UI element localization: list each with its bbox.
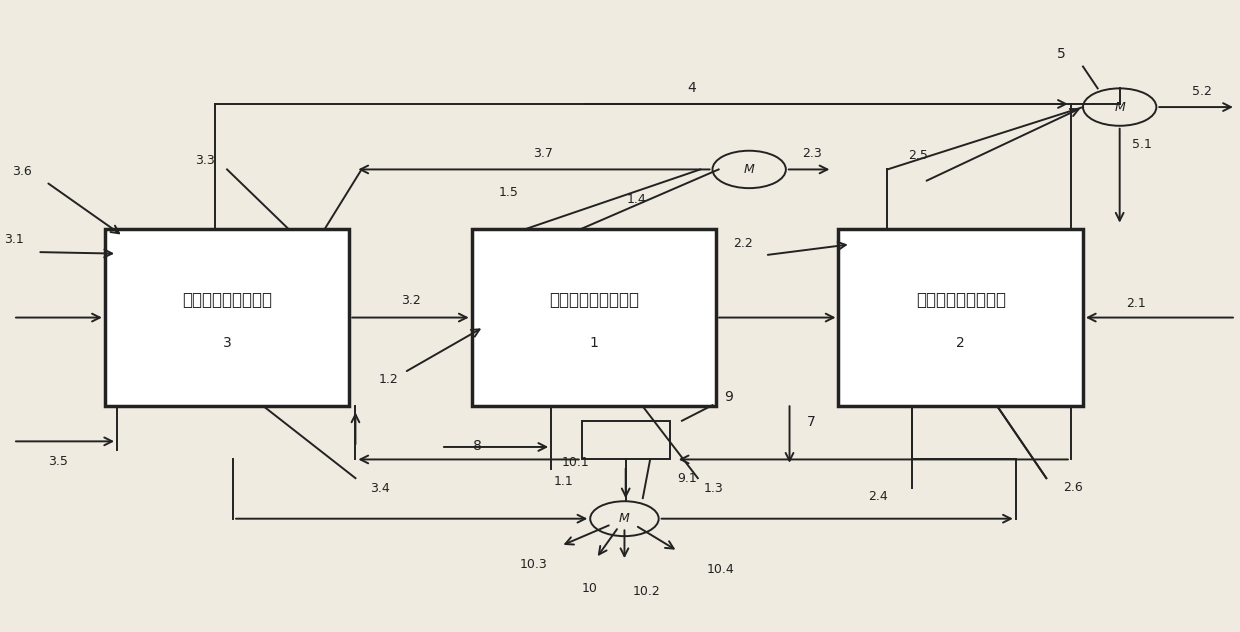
Text: 1.1: 1.1 [553, 475, 573, 488]
Bar [582, 421, 670, 459]
Text: 3.3: 3.3 [195, 154, 215, 167]
Text: 5.1: 5.1 [1132, 138, 1152, 151]
Circle shape [1083, 88, 1157, 126]
Text: 1.3: 1.3 [704, 482, 724, 495]
Text: 10.3: 10.3 [520, 558, 548, 571]
Circle shape [590, 501, 658, 536]
Text: 7: 7 [807, 415, 816, 429]
Text: 4: 4 [687, 82, 696, 95]
Text: 5: 5 [1056, 47, 1065, 61]
Text: 10.2: 10.2 [632, 585, 661, 597]
Text: 生物质流化床干燥炉: 生物质流化床干燥炉 [549, 291, 639, 309]
Text: 1.4: 1.4 [626, 193, 646, 205]
Text: 9.1: 9.1 [677, 471, 697, 485]
Text: 3.7: 3.7 [533, 147, 553, 161]
Text: 10.4: 10.4 [707, 563, 734, 576]
Text: 生物质流化床热解炉: 生物质流化床热解炉 [915, 291, 1006, 309]
Bar [105, 229, 350, 406]
Text: 1.5: 1.5 [498, 186, 518, 199]
Bar [471, 229, 717, 406]
Circle shape [713, 150, 786, 188]
Text: 10: 10 [582, 582, 598, 595]
Text: 3.6: 3.6 [11, 165, 31, 178]
Text: 2.6: 2.6 [1064, 481, 1083, 494]
Text: 8: 8 [474, 439, 482, 453]
Text: 3.1: 3.1 [5, 233, 24, 246]
Text: 2.3: 2.3 [802, 147, 822, 161]
Text: 生物质流化床反应器: 生物质流化床反应器 [182, 291, 272, 309]
Text: 5.2: 5.2 [1192, 85, 1211, 98]
Text: M: M [1115, 100, 1125, 114]
Text: 9: 9 [724, 390, 733, 404]
Text: 10.1: 10.1 [562, 456, 589, 469]
Text: 3.5: 3.5 [48, 455, 68, 468]
Text: 1: 1 [589, 336, 599, 349]
Text: 2.2: 2.2 [733, 238, 753, 250]
Text: 2.4: 2.4 [868, 490, 888, 503]
Text: 1.2: 1.2 [378, 374, 398, 386]
Text: 2.5: 2.5 [908, 149, 928, 162]
Text: 3: 3 [223, 336, 232, 349]
Text: 3.4: 3.4 [370, 482, 389, 495]
Text: M: M [619, 512, 630, 525]
Text: 2: 2 [956, 336, 965, 349]
Text: 3.2: 3.2 [401, 294, 420, 307]
Text: M: M [744, 163, 755, 176]
Text: 2.1: 2.1 [1126, 297, 1146, 310]
Bar [838, 229, 1083, 406]
